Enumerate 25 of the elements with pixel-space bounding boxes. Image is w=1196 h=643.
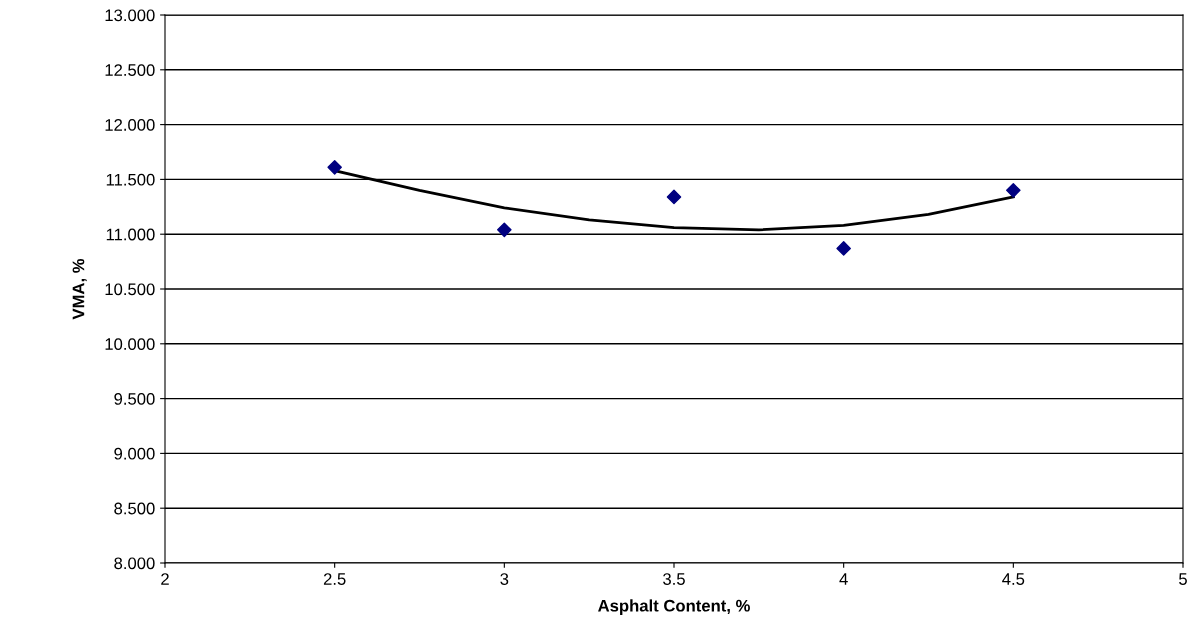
y-tick-label: 9.000 — [114, 447, 155, 460]
x-tick-label: 5 — [1179, 573, 1187, 585]
point — [1006, 183, 1021, 198]
x-tick-label: 3 — [500, 573, 509, 585]
x-axis-title: Asphalt Content, % — [598, 599, 750, 615]
x-tick-label: 4.5 — [1002, 573, 1025, 585]
x-tick-label: 3.5 — [663, 573, 685, 585]
x-tick-label: 4 — [839, 573, 848, 585]
point — [497, 222, 512, 238]
y-tick-label: 10.500 — [105, 283, 155, 296]
y-axis-title: VMA, % — [72, 258, 87, 320]
y-tick-label: 12.000 — [105, 119, 155, 131]
point — [327, 160, 342, 175]
x-tick-label: 2.5 — [323, 573, 346, 585]
y-tick-label: 11.000 — [106, 228, 155, 241]
y-tick-label: 13.000 — [105, 9, 155, 22]
y-tick-label: 12.500 — [105, 64, 155, 76]
y-tick-label: 11.500 — [106, 173, 155, 186]
y-tick-label: 10.000 — [105, 338, 155, 350]
point — [836, 241, 851, 256]
y-tick-label: 9.500 — [114, 393, 155, 405]
x-tick-label: 2 — [161, 573, 169, 585]
y-tick-label: 8.500 — [114, 502, 155, 515]
point — [666, 189, 682, 205]
y-tick-label: 8.000 — [114, 557, 155, 570]
